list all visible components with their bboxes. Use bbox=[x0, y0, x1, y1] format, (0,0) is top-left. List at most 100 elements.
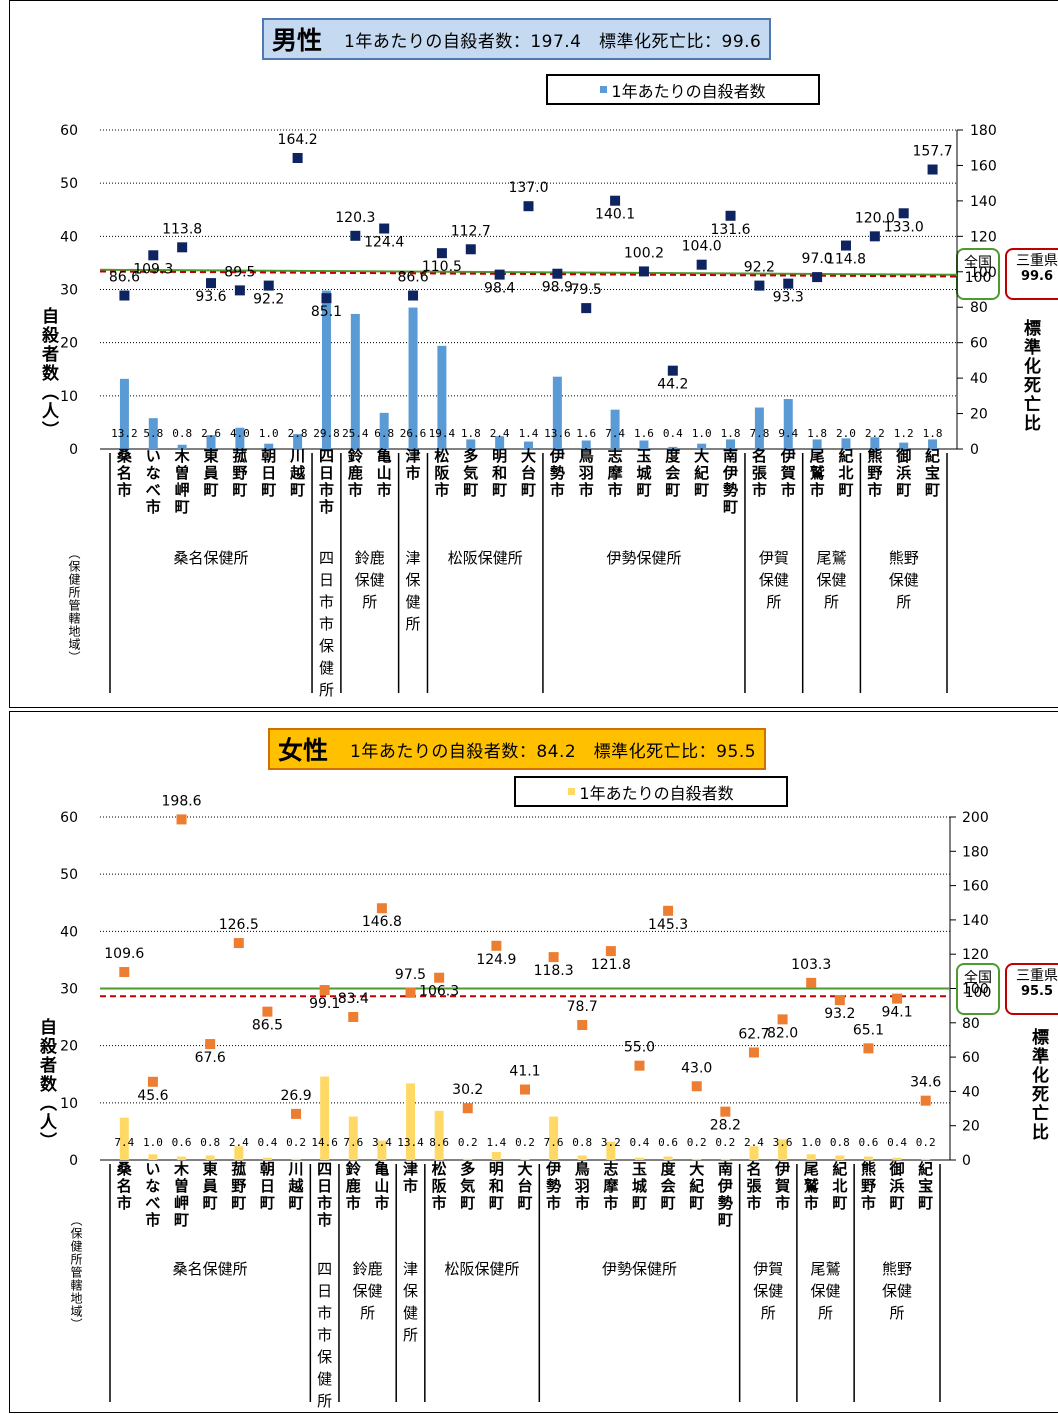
national-ref-value: 100 bbox=[964, 270, 992, 286]
y-left-tick-label: 50 bbox=[60, 176, 78, 192]
bar-mark bbox=[205, 1155, 215, 1160]
bar-mark bbox=[663, 1156, 673, 1160]
city-name-label: 東員町 bbox=[202, 1160, 218, 1212]
bar-mark bbox=[406, 1083, 416, 1160]
city-name-label: 御浜町 bbox=[889, 1160, 905, 1212]
smr-point-mark bbox=[725, 210, 736, 221]
bar-value-label: 1.4 bbox=[519, 427, 539, 440]
city-name-label: 玉城町 bbox=[632, 1160, 647, 1212]
bar-value-label: 2.8 bbox=[288, 427, 308, 440]
smr-value-label: 120.0 bbox=[855, 210, 895, 226]
smr-point-mark bbox=[548, 952, 559, 963]
bar-value-label: 1.6 bbox=[576, 427, 596, 440]
smr-point-mark bbox=[610, 195, 621, 206]
y-left-tick-label: 20 bbox=[60, 336, 78, 352]
smr-value-label: 157.7 bbox=[913, 144, 953, 160]
smr-value-label: 137.0 bbox=[508, 180, 548, 196]
smr-point-mark bbox=[148, 250, 159, 261]
health-center-group-label: 熊野保健所 bbox=[889, 549, 919, 611]
bar-mark bbox=[870, 437, 880, 449]
city-name-label: 東員町 bbox=[203, 447, 219, 499]
city-name-label: 多気町 bbox=[460, 1160, 475, 1212]
smr-point-mark bbox=[292, 153, 303, 164]
smr-value-label: 121.8 bbox=[591, 957, 631, 973]
city-name-label: 川越町 bbox=[288, 1160, 305, 1212]
smr-value-label: 79.5 bbox=[571, 282, 602, 298]
bar-value-label: 1.2 bbox=[894, 427, 914, 440]
smr-point-mark bbox=[491, 940, 502, 951]
bar-value-label: 3.4 bbox=[372, 1136, 392, 1149]
smr-point-mark bbox=[233, 938, 244, 949]
city-name-label: 南伊勢町 bbox=[722, 447, 738, 516]
smr-point-mark bbox=[436, 248, 447, 259]
smr-value-label: 118.3 bbox=[534, 963, 574, 979]
bar-value-label: 5.8 bbox=[143, 427, 163, 440]
smr-point-mark bbox=[663, 905, 674, 916]
city-name-label: 鈴鹿市 bbox=[348, 447, 364, 499]
city-name-label: 南伊勢町 bbox=[717, 1160, 733, 1229]
title-sex: 男性 bbox=[272, 26, 323, 55]
smr-value-label: 140.1 bbox=[595, 207, 635, 223]
city-name-label: 鳥羽市 bbox=[579, 447, 594, 499]
bar-mark bbox=[234, 1146, 244, 1160]
city-name-label: 木曽岬町 bbox=[173, 1160, 190, 1229]
bar-value-label: 9.4 bbox=[778, 427, 798, 440]
smr-point-mark bbox=[408, 290, 419, 301]
y-right-tick-label: 200 bbox=[962, 810, 989, 826]
smr-point-mark bbox=[898, 208, 909, 219]
y-right-axis-title: 標準化死亡比 bbox=[1028, 1028, 1048, 1142]
bar-value-label: 26.6 bbox=[400, 427, 427, 440]
bar-value-label: 0.6 bbox=[859, 1136, 879, 1149]
city-name-label: 菰野町 bbox=[232, 447, 247, 499]
prefecture-ref-value: 99.6 bbox=[1020, 269, 1054, 284]
smr-value-label: 109.3 bbox=[133, 261, 173, 277]
bar-value-label: 0.4 bbox=[630, 1136, 650, 1149]
city-name-label: 紀北町 bbox=[832, 1160, 847, 1212]
city-name-label: 尾鷲市 bbox=[810, 447, 825, 499]
city-name-label: 鳥羽市 bbox=[575, 1160, 590, 1212]
city-name-label: 大紀町 bbox=[694, 447, 709, 499]
smr-value-label: 100.2 bbox=[624, 245, 664, 261]
smr-value-label: 126.5 bbox=[219, 917, 259, 933]
bar-mark bbox=[610, 409, 620, 449]
bar-mark bbox=[697, 443, 707, 449]
chart-legend: 1年あたりの自殺者数 bbox=[546, 74, 820, 105]
bar-value-label: 1.0 bbox=[692, 427, 712, 440]
bar-value-label: 0.2 bbox=[515, 1136, 535, 1149]
smr-value-label: 86.6 bbox=[109, 270, 140, 286]
bar-mark bbox=[899, 442, 909, 449]
male-chart-panel: 男性 1年あたりの自殺者数：197.4 標準化死亡比：99.6 1年あたりの自殺… bbox=[9, 0, 1058, 708]
city-name-label: 津市 bbox=[403, 1160, 418, 1195]
health-center-group-label: 尾鷲保健所 bbox=[811, 1260, 841, 1322]
bar-mark bbox=[806, 1154, 816, 1160]
y-right-tick-label: 140 bbox=[970, 194, 997, 210]
smr-point-mark bbox=[263, 280, 274, 291]
y-right-tick-label: 100 bbox=[962, 982, 989, 998]
bar-mark bbox=[841, 438, 851, 449]
smr-point-mark bbox=[291, 1108, 302, 1119]
city-name-label: 桑名市 bbox=[117, 447, 133, 499]
prefecture-ref-label: 三重県 bbox=[1016, 253, 1058, 269]
city-name-label: 朝日町 bbox=[260, 1160, 275, 1212]
city-name-label: 亀山市 bbox=[374, 1160, 389, 1212]
bar-mark bbox=[148, 1154, 158, 1160]
bar-value-label: 2.6 bbox=[201, 427, 221, 440]
bar-value-label: 2.4 bbox=[229, 1136, 249, 1149]
y-right-tick-label: 80 bbox=[962, 1016, 980, 1032]
bar-mark bbox=[291, 1158, 301, 1160]
city-name-label: 鈴鹿市 bbox=[346, 1160, 362, 1212]
y-right-tick-label: 80 bbox=[970, 300, 988, 316]
bar-mark bbox=[148, 418, 158, 449]
y-left-tick-label: 10 bbox=[60, 1096, 78, 1112]
bar-mark bbox=[835, 1155, 845, 1160]
bar-value-label: 0.8 bbox=[200, 1136, 220, 1149]
bar-mark bbox=[668, 446, 678, 449]
city-name-label: 度会町 bbox=[665, 447, 681, 499]
city-name-label: 紀宝町 bbox=[925, 447, 940, 499]
smr-point-mark bbox=[552, 268, 563, 279]
bar-value-label: 7.4 bbox=[605, 427, 625, 440]
prefecture-ref-badge: 三重県 99.6 bbox=[1005, 248, 1058, 300]
y-left-tick-label: 50 bbox=[60, 867, 78, 883]
smr-point-mark bbox=[806, 977, 817, 988]
bar-value-label: 0.4 bbox=[257, 1136, 277, 1149]
